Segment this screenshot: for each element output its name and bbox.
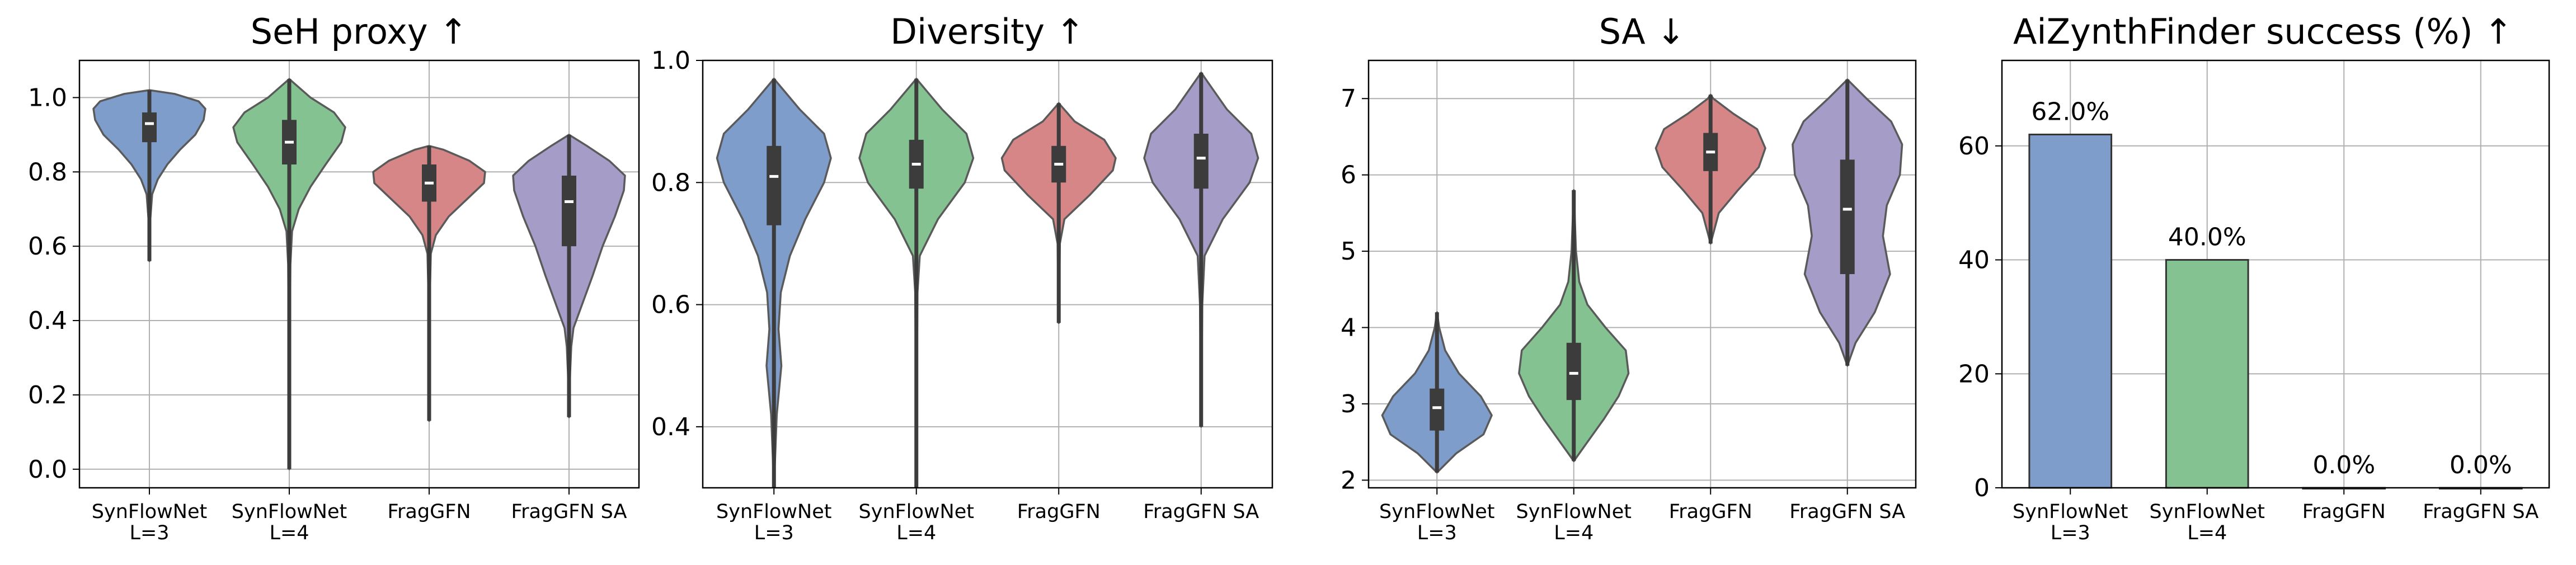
x-tick-label-line: FragGFN SA <box>1789 501 1905 523</box>
violin-iqr-box <box>1840 159 1855 274</box>
x-tick-label-line: FragGFN SA <box>2423 501 2539 523</box>
x-tick-label: SynFlowNet L=3 <box>716 501 831 544</box>
axes-frame <box>702 59 1273 489</box>
x-tick-label-line: SynFlowNet <box>1516 501 1632 523</box>
x-tick-label-line: L=4 <box>2187 522 2227 544</box>
y-tick-label: 0.2 <box>28 381 67 409</box>
x-tick-label-line: L=3 <box>1417 522 1457 544</box>
y-tick-label: 3 <box>1341 390 1356 418</box>
x-tick-label-line: SynFlowNet <box>1379 501 1494 523</box>
x-tick-label-line: FragGFN <box>1017 501 1101 523</box>
x-tick-label: FragGFN SA <box>1143 501 1259 523</box>
y-tick-label: 0.8 <box>28 158 67 186</box>
x-tick-label-line: FragGFN <box>2302 501 2386 523</box>
x-tick-label-line: SynFlowNet <box>716 501 831 523</box>
x-tick-label: FragGFN <box>387 501 471 523</box>
violin-iqr-box <box>767 145 782 225</box>
x-tick-label-line: SynFlowNet <box>2150 501 2265 523</box>
x-tick-label-line: FragGFN SA <box>511 501 627 523</box>
bar <box>2028 133 2113 489</box>
x-tick-label: FragGFN SA <box>511 501 627 523</box>
x-tick-label-line: L=4 <box>269 522 309 544</box>
bar-value-label: 40.0% <box>2168 223 2246 252</box>
x-tick-label: SynFlowNet L=3 <box>2013 501 2128 544</box>
x-tick-label: SynFlowNet L=4 <box>1516 501 1632 544</box>
y-tick-label: 0 <box>1974 474 1990 502</box>
x-tick-label-line: L=4 <box>1554 522 1593 544</box>
bar-value-label: 62.0% <box>2031 97 2109 126</box>
chart-title: SeH proxy ↑ <box>251 11 468 52</box>
violin-iqr-box <box>1566 342 1581 401</box>
y-tick-label: 0.6 <box>651 291 690 319</box>
y-tick-label: 7 <box>1341 84 1356 113</box>
x-tick-label-line: FragGFN <box>387 501 471 523</box>
y-tick-label: 0.6 <box>28 232 67 261</box>
x-tick-label: FragGFN <box>1669 501 1752 523</box>
chart-title: AiZynthFinder success (%) ↑ <box>2013 11 2513 52</box>
x-tick-label-line: L=3 <box>129 522 169 544</box>
x-tick-label-line: L=4 <box>896 522 936 544</box>
y-tick-label: 1.0 <box>28 83 67 112</box>
x-tick-label: FragGFN SA <box>1789 501 1905 523</box>
y-tick-label: 40 <box>1958 246 1990 275</box>
x-tick-label-line: SynFlowNet <box>92 501 207 523</box>
x-tick-label-line: SynFlowNet <box>859 501 974 523</box>
x-tick-label: FragGFN <box>1017 501 1101 523</box>
x-tick-label: SynFlowNet L=4 <box>232 501 347 544</box>
bar-value-label: 0.0% <box>2450 451 2512 479</box>
violin-iqr-box <box>562 175 576 247</box>
x-tick-label: FragGFN SA <box>2423 501 2539 523</box>
y-tick-label: 0.4 <box>651 413 690 441</box>
axes-frame <box>78 59 640 489</box>
x-tick-label-line: SynFlowNet <box>232 501 347 523</box>
x-tick-label: SynFlowNet L=4 <box>859 501 974 544</box>
x-tick-label: SynFlowNet L=3 <box>92 501 207 544</box>
bar <box>2165 259 2249 489</box>
y-tick-label: 1.0 <box>651 46 690 75</box>
chart-title: SA ↓ <box>1599 11 1686 52</box>
y-tick-label: 6 <box>1341 161 1356 190</box>
x-tick-label-line: FragGFN SA <box>1143 501 1259 523</box>
violin-iqr-box <box>1193 133 1209 189</box>
x-tick-label: SynFlowNet L=4 <box>2150 501 2265 544</box>
x-tick-label: FragGFN <box>2302 501 2386 523</box>
y-tick-label: 5 <box>1341 237 1356 266</box>
x-tick-label: SynFlowNet L=3 <box>1379 501 1494 544</box>
chart-title: Diversity ↑ <box>890 11 1084 52</box>
x-tick-label-line: SynFlowNet <box>2013 501 2128 523</box>
y-tick-label: 2 <box>1341 466 1356 495</box>
violin-iqr-box <box>1430 388 1445 431</box>
y-tick-label: 20 <box>1958 360 1990 388</box>
y-tick-label: 0.4 <box>28 307 67 335</box>
y-tick-label: 4 <box>1341 314 1356 342</box>
x-tick-label-line: L=3 <box>2051 522 2090 544</box>
x-tick-label-line: FragGFN <box>1669 501 1752 523</box>
y-tick-label: 60 <box>1958 132 1990 161</box>
y-tick-label: 0.0 <box>28 455 67 484</box>
axes-frame <box>1367 59 1917 489</box>
x-tick-label-line: L=3 <box>754 522 794 544</box>
axes-frame <box>2001 59 2550 489</box>
bar-value-label: 0.0% <box>2312 451 2375 479</box>
violin-iqr-box <box>142 112 157 143</box>
y-tick-label: 0.8 <box>651 168 690 197</box>
